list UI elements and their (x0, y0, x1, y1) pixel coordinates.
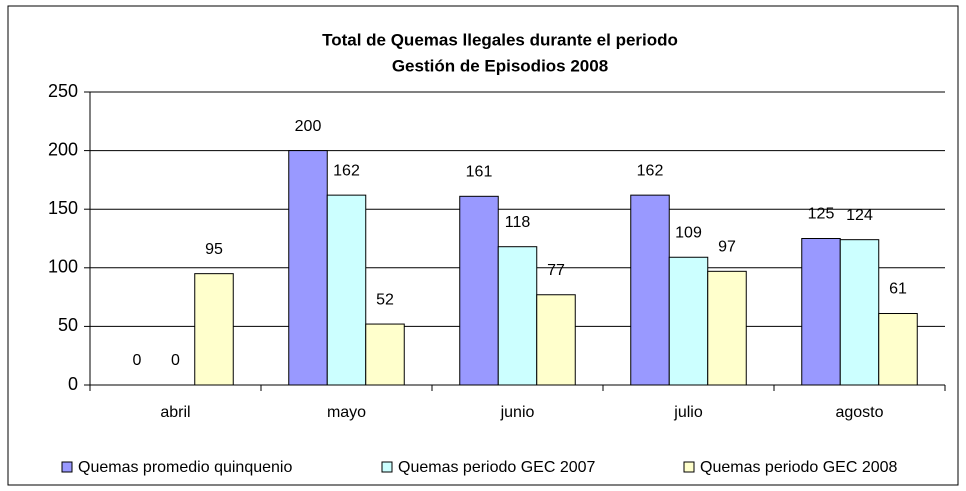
bar (839, 239, 880, 386)
x-tick-label: abril (160, 404, 190, 421)
bar (365, 323, 405, 386)
legend-swatch (61, 461, 73, 473)
bar (630, 194, 670, 386)
x-tick-label: julio (673, 404, 703, 421)
bar (707, 270, 747, 386)
value-label: 125 (808, 206, 835, 223)
bar (878, 313, 918, 386)
legend-label: Quemas promedio quinquenio (78, 459, 292, 476)
y-tick-label: 100 (48, 257, 78, 277)
y-tick-label: 0 (68, 374, 78, 394)
value-label: 162 (333, 162, 360, 179)
value-label: 61 (889, 281, 907, 298)
value-label: 0 (133, 352, 142, 369)
x-tick-label: mayo (327, 404, 366, 421)
x-tick-label: junio (500, 404, 535, 421)
bar (536, 294, 576, 386)
bar (194, 273, 234, 386)
chart-subtitle: Gestión de Episodios 2008 (392, 56, 608, 75)
legend-swatch (683, 461, 695, 473)
value-label: 161 (466, 164, 493, 181)
y-tick-label: 50 (58, 315, 78, 335)
value-label: 0 (171, 352, 180, 369)
value-label: 118 (505, 214, 531, 231)
value-label: 52 (376, 291, 394, 308)
value-label: 77 (547, 262, 565, 279)
y-tick-label: 150 (48, 198, 78, 218)
bar (801, 238, 841, 386)
value-label: 124 (846, 207, 873, 224)
bar (668, 256, 709, 386)
legend-label: Quemas periodo GEC 2007 (398, 459, 596, 476)
bar (288, 150, 328, 386)
bar (459, 195, 499, 386)
value-label: 162 (637, 162, 664, 179)
legend-label: Quemas periodo GEC 2008 (700, 459, 898, 476)
x-tick-label: agosto (835, 404, 883, 421)
y-tick-label: 250 (48, 81, 78, 101)
value-label: 200 (295, 118, 322, 135)
value-label: 97 (718, 239, 736, 256)
chart-title: Total de Quemas llegales durante el peri… (322, 30, 678, 49)
y-tick-label: 200 (48, 139, 78, 159)
legend-swatch (381, 461, 393, 473)
bar (326, 194, 367, 386)
value-label: 95 (205, 241, 223, 258)
bar (497, 246, 538, 386)
value-label: 109 (675, 224, 702, 241)
